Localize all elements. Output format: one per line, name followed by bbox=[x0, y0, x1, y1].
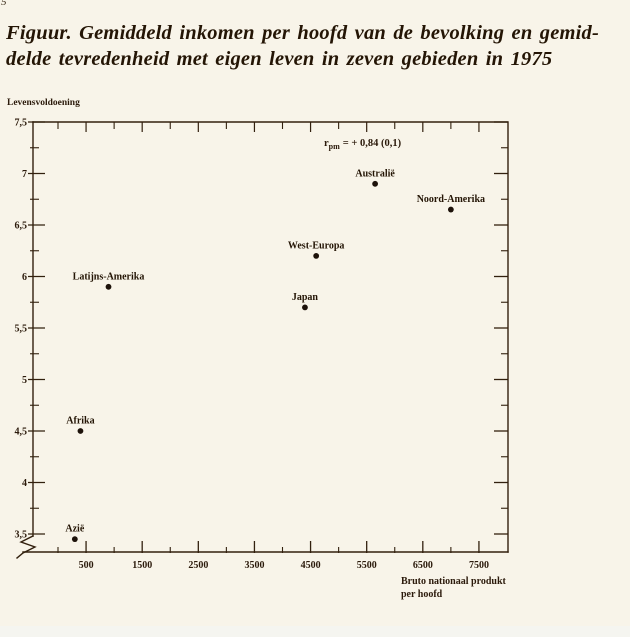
page-bottom-margin bbox=[0, 626, 630, 637]
y-tick-label: 3,5 bbox=[15, 530, 28, 541]
x-tick-label: 7500 bbox=[469, 560, 489, 571]
x-tick-label: 1500 bbox=[132, 560, 152, 571]
x-tick-label: 6500 bbox=[413, 560, 433, 571]
data-point bbox=[302, 304, 308, 311]
y-axis-break bbox=[16, 535, 37, 559]
data-point-label: Azië bbox=[65, 524, 84, 535]
figure-caption-line2: delde tevredenheid met eigen leven in ze… bbox=[6, 48, 553, 70]
figure-caption-line1: Figuur. Gemiddeld inkomen per hoofd van … bbox=[6, 22, 600, 44]
data-point-label: Noord-Amerika bbox=[417, 194, 485, 205]
y-tick-label: 6 bbox=[22, 272, 27, 283]
data-point bbox=[71, 536, 78, 543]
y-tick-label: 5,5 bbox=[15, 324, 28, 335]
data-point bbox=[313, 253, 320, 259]
correlation-symbol: r bbox=[324, 138, 329, 149]
x-tick-label: 4500 bbox=[301, 560, 321, 571]
data-point-label: West-Europa bbox=[288, 240, 345, 251]
data-point bbox=[77, 428, 84, 434]
plot-frame-top-right bbox=[32, 121, 509, 553]
y-tick-label: 7,5 bbox=[15, 118, 28, 129]
data-point bbox=[105, 283, 112, 290]
page-corner-fragment: 5 bbox=[1, 0, 7, 8]
y-tick-label: 4 bbox=[22, 478, 27, 489]
data-point-label: Afrika bbox=[66, 416, 94, 427]
correlation-annotation: rpm = + 0,84 (0,1) bbox=[324, 138, 401, 151]
y-tick-label: 6,5 bbox=[15, 221, 28, 232]
x-tick-label: 3500 bbox=[244, 560, 264, 571]
y-tick-label: 7 bbox=[22, 169, 27, 180]
x-axis-title: Bruto nationaal produkt per hoofd bbox=[401, 575, 506, 601]
x-axis-title-line2: per hoofd bbox=[401, 589, 443, 600]
y-tick-label: 4,5 bbox=[15, 427, 28, 438]
x-tick-label: 2500 bbox=[188, 560, 208, 571]
x-tick-label: 5500 bbox=[357, 560, 377, 571]
data-point-label: Australië bbox=[355, 168, 395, 179]
data-point bbox=[372, 180, 379, 187]
y-tick-label: 5 bbox=[22, 375, 27, 386]
correlation-value: = + 0,84 (0,1) bbox=[342, 138, 402, 149]
x-axis-title-line1: Bruto nationaal produkt bbox=[401, 576, 506, 587]
figure-caption: Figuur. Gemiddeld inkomen per hoofd van … bbox=[6, 20, 606, 72]
x-tick-label: 500 bbox=[79, 560, 94, 571]
correlation-subscript: pm bbox=[328, 142, 340, 152]
data-point-label: Japan bbox=[292, 292, 319, 303]
y-axis-title: Levensvoldoening bbox=[7, 98, 80, 108]
data-point-label: Latijns-Amerika bbox=[73, 271, 145, 282]
data-point bbox=[447, 206, 454, 213]
